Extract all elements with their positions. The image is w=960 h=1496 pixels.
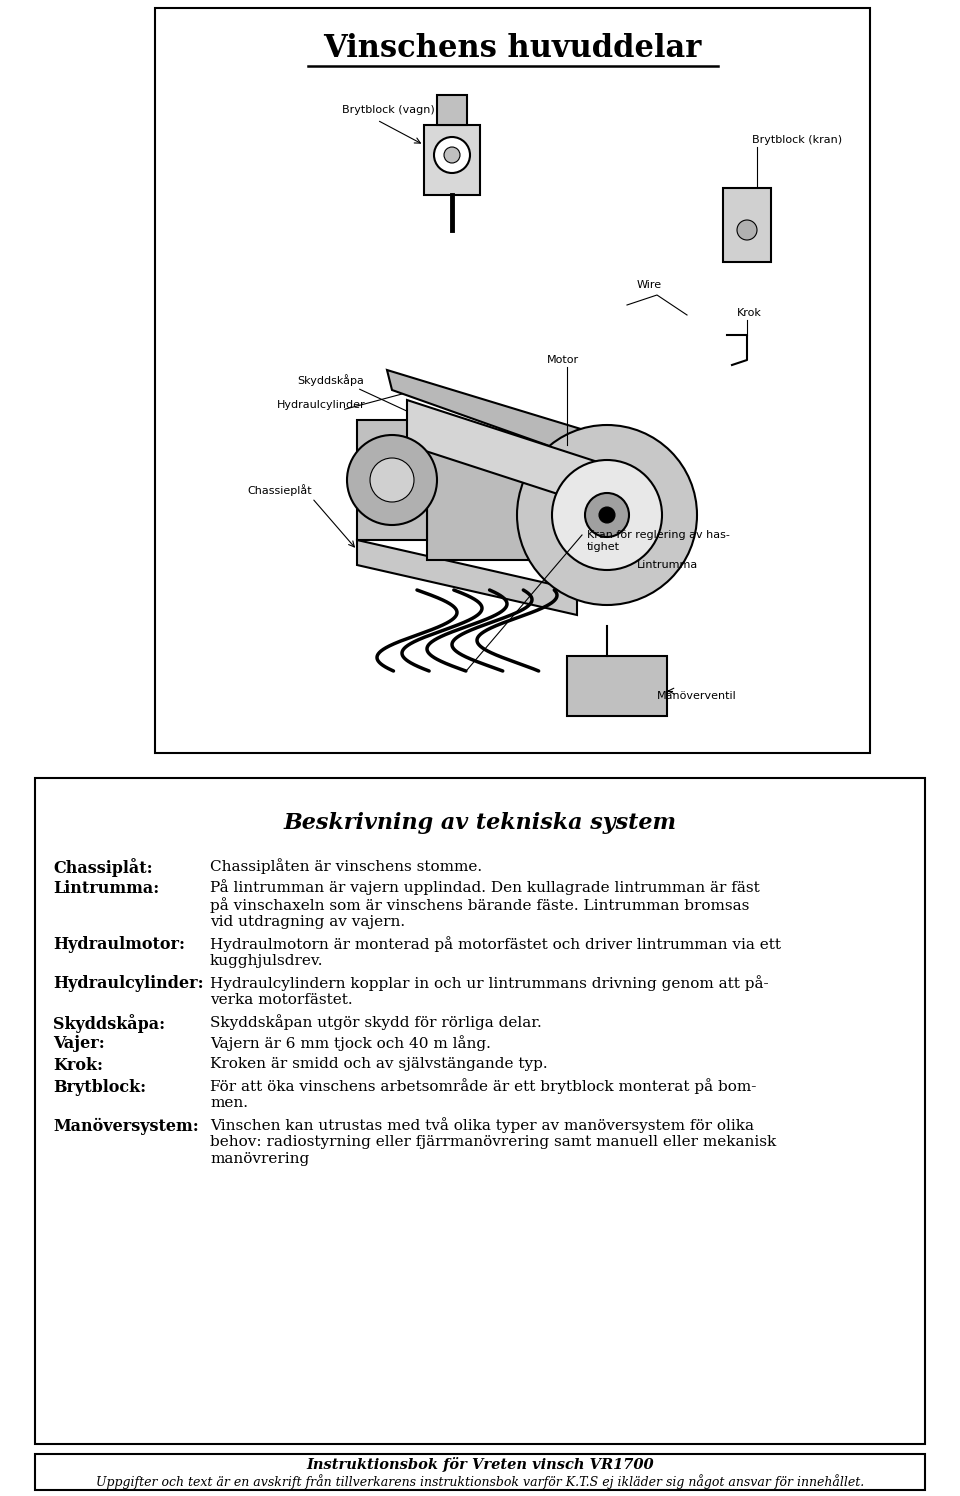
Circle shape <box>444 147 460 163</box>
Bar <box>155 7 870 752</box>
Text: Vajer:: Vajer: <box>53 1035 105 1053</box>
Bar <box>35 1454 925 1490</box>
Text: Kran för reglering av has-
tighet: Kran för reglering av has- tighet <box>587 530 730 552</box>
Text: På lintrumman är vajern upplindad. Den kullagrade lintrumman är fäst: På lintrumman är vajern upplindad. Den k… <box>210 880 759 896</box>
Text: Chassieplåt: Chassieplåt <box>247 485 312 497</box>
Text: Vinschens huvuddelar: Vinschens huvuddelar <box>324 33 702 63</box>
Text: manövrering: manövrering <box>210 1152 309 1167</box>
Polygon shape <box>407 399 607 510</box>
Text: vid utdragning av vajern.: vid utdragning av vajern. <box>210 914 405 929</box>
Bar <box>424 126 480 194</box>
Circle shape <box>434 138 470 174</box>
Text: Vajern är 6 mm tjock och 40 m lång.: Vajern är 6 mm tjock och 40 m lång. <box>210 1035 491 1052</box>
Text: behov: radiostyrning eller fjärrmanövrering samt manuell eller mekanisk: behov: radiostyrning eller fjärrmanövrer… <box>210 1135 777 1149</box>
Text: Motor: Motor <box>547 355 579 365</box>
Bar <box>357 420 427 540</box>
Text: För att öka vinschens arbetsområde är ett brytblock monterat på bom-: För att öka vinschens arbetsområde är et… <box>210 1079 756 1095</box>
Text: Uppgifter och text är en avskrift från tillverkarens instruktionsbok varför K.T.: Uppgifter och text är en avskrift från t… <box>96 1475 864 1490</box>
Circle shape <box>370 458 414 503</box>
Text: Beskrivning av tekniska system: Beskrivning av tekniska system <box>283 812 677 833</box>
Text: Kroken är smidd och av självstängande typ.: Kroken är smidd och av självstängande ty… <box>210 1058 547 1071</box>
Text: Krok:: Krok: <box>53 1058 103 1074</box>
Text: Hydraulmotorn är monterad på motorfästet och driver lintrumman via ett: Hydraulmotorn är monterad på motorfästet… <box>210 936 781 951</box>
Circle shape <box>585 494 629 537</box>
Circle shape <box>737 220 757 239</box>
Text: Manöversystem:: Manöversystem: <box>53 1118 199 1134</box>
Polygon shape <box>357 540 577 615</box>
Text: Hydraulmotor:: Hydraulmotor: <box>53 936 185 953</box>
Text: Skyddskåpan utgör skydd för rörliga delar.: Skyddskåpan utgör skydd för rörliga dela… <box>210 1014 541 1029</box>
Circle shape <box>517 425 697 604</box>
Text: på vinschaxeln som är vinschens bärande fäste. Lintrumman bromsas: på vinschaxeln som är vinschens bärande … <box>210 898 750 913</box>
Text: verka motorfästet.: verka motorfästet. <box>210 992 352 1007</box>
Text: Hydraulcylindern kopplar in och ur lintrummans drivning genom att på-: Hydraulcylindern kopplar in och ur lintr… <box>210 975 769 990</box>
Text: Instruktionsbok för Vreten vinsch VR1700: Instruktionsbok för Vreten vinsch VR1700 <box>306 1457 654 1472</box>
Text: Chassiplåten är vinschens stomme.: Chassiplåten är vinschens stomme. <box>210 859 482 874</box>
Circle shape <box>599 507 615 524</box>
Text: Brytblock (vagn): Brytblock (vagn) <box>342 105 435 115</box>
Text: Brytblock:: Brytblock: <box>53 1079 146 1095</box>
Text: Vinschen kan utrustas med två olika typer av manöversystem för olika: Vinschen kan utrustas med två olika type… <box>210 1118 754 1134</box>
Text: Wire: Wire <box>637 280 662 290</box>
Text: Krok: Krok <box>737 308 762 319</box>
Bar <box>427 429 587 560</box>
Text: kugghjulsdrev.: kugghjulsdrev. <box>210 953 324 968</box>
FancyBboxPatch shape <box>723 188 771 262</box>
Circle shape <box>347 435 437 525</box>
Text: Hydraulcylinder: Hydraulcylinder <box>277 399 366 410</box>
Text: men.: men. <box>210 1097 248 1110</box>
Text: Skyddskåpa: Skyddskåpa <box>297 374 364 386</box>
Text: Manöverventil: Manöverventil <box>657 691 736 702</box>
Text: Lintrumma: Lintrumma <box>637 560 698 570</box>
Polygon shape <box>387 370 622 470</box>
Text: Skyddskåpa:: Skyddskåpa: <box>53 1014 165 1032</box>
Bar <box>567 657 667 717</box>
Text: Lintrumma:: Lintrumma: <box>53 880 159 896</box>
Text: Chassiplåt:: Chassiplåt: <box>53 859 153 877</box>
Circle shape <box>552 459 662 570</box>
Text: Brytblock (kran): Brytblock (kran) <box>752 135 842 145</box>
Bar <box>437 96 467 126</box>
Bar <box>35 778 925 1444</box>
Text: Hydraulcylinder:: Hydraulcylinder: <box>53 975 204 992</box>
